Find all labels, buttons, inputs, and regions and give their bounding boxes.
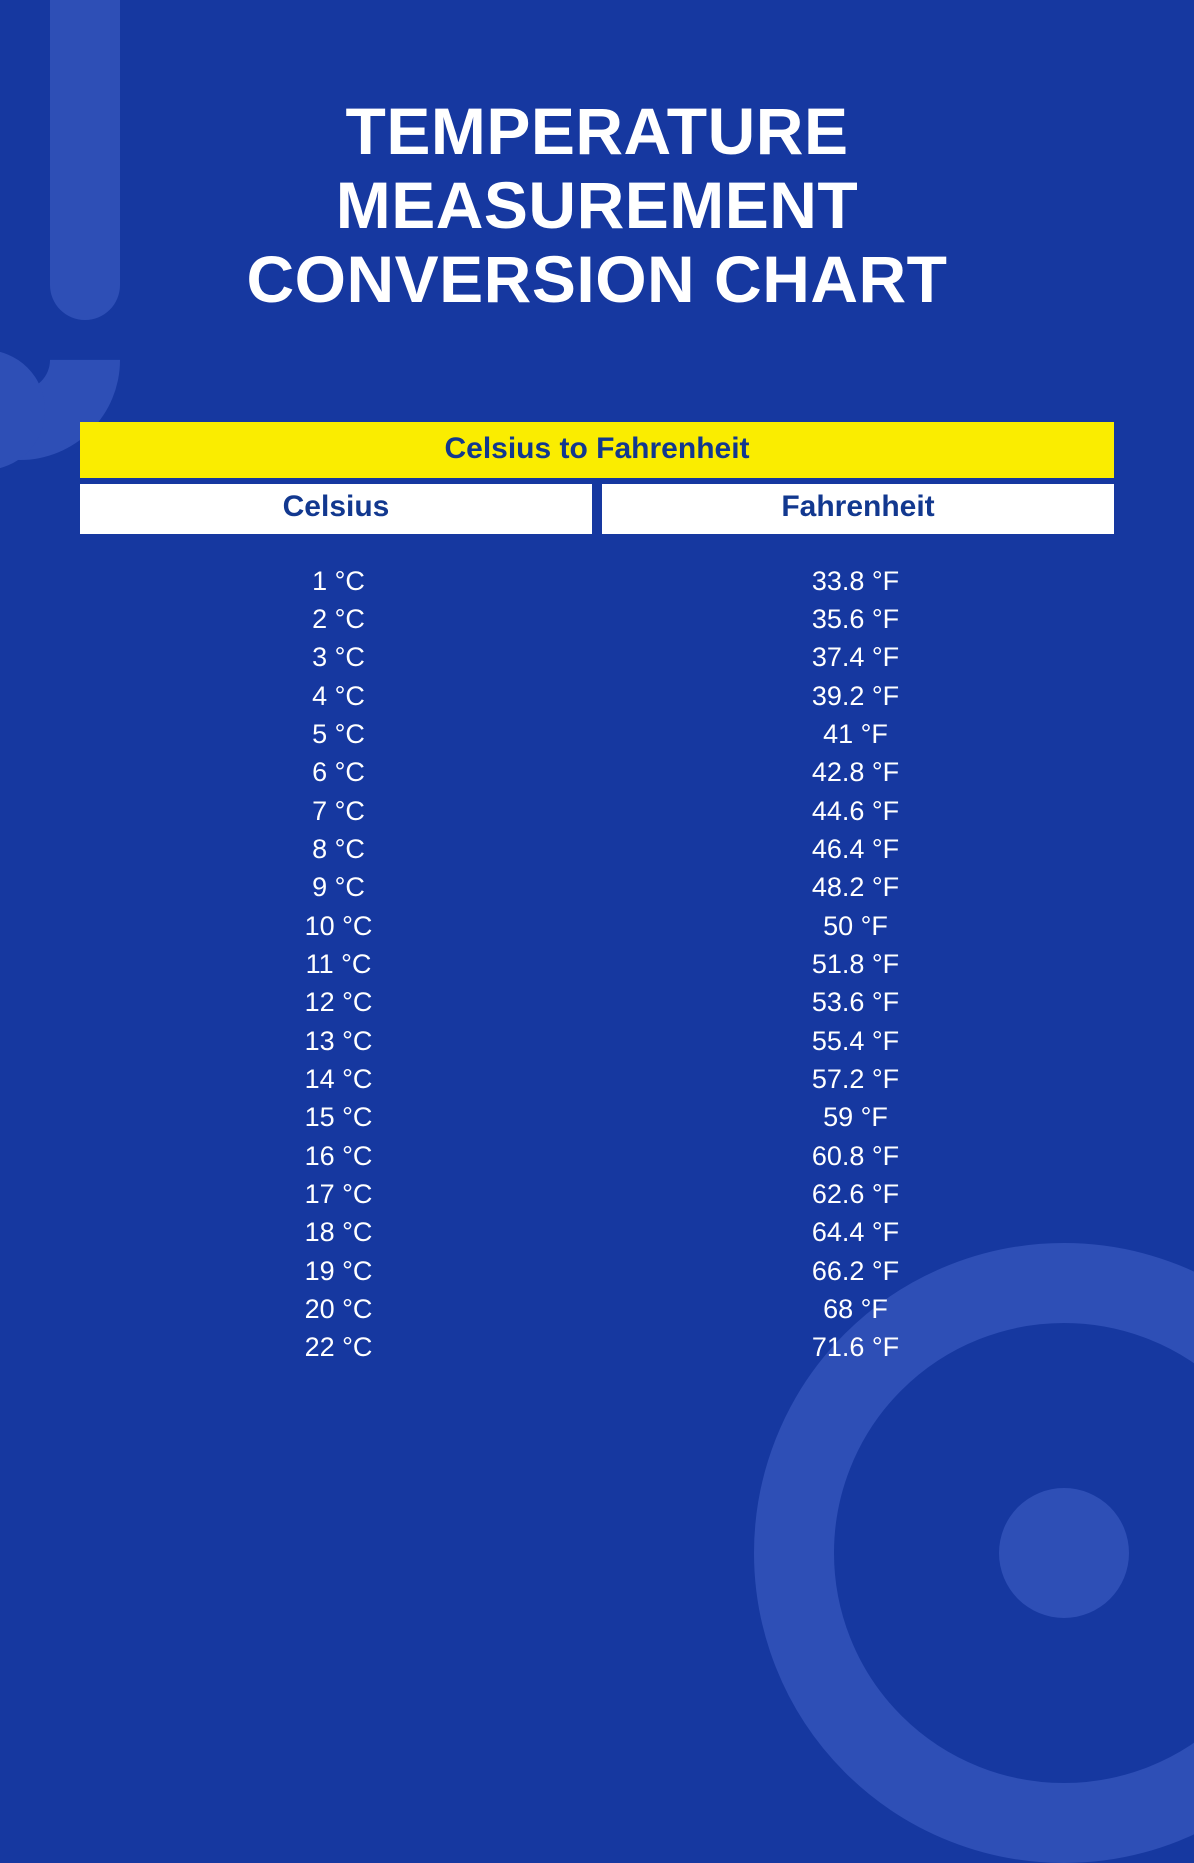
cell-celsius: 9 °C	[80, 868, 597, 906]
cell-fahrenheit: 60.8 °F	[597, 1137, 1114, 1175]
table-row: 13 °C55.4 °F	[80, 1022, 1114, 1060]
table-row: 16 °C60.8 °F	[80, 1137, 1114, 1175]
cell-celsius: 4 °C	[80, 677, 597, 715]
cell-fahrenheit: 51.8 °F	[597, 945, 1114, 983]
cell-fahrenheit: 44.6 °F	[597, 792, 1114, 830]
cell-celsius: 16 °C	[80, 1137, 597, 1175]
column-header-celsius: Celsius	[80, 484, 592, 534]
cell-fahrenheit: 57.2 °F	[597, 1060, 1114, 1098]
table-row: 11 °C51.8 °F	[80, 945, 1114, 983]
cell-fahrenheit: 41 °F	[597, 715, 1114, 753]
cell-fahrenheit: 33.8 °F	[597, 562, 1114, 600]
page-title-line1: TEMPERATURE MEASUREMENT	[336, 94, 859, 242]
table-row: 3 °C37.4 °F	[80, 638, 1114, 676]
cell-fahrenheit: 37.4 °F	[597, 638, 1114, 676]
cell-fahrenheit: 59 °F	[597, 1098, 1114, 1136]
table-row: 20 °C68 °F	[80, 1290, 1114, 1328]
table-row: 14 °C57.2 °F	[80, 1060, 1114, 1098]
cell-fahrenheit: 64.4 °F	[597, 1213, 1114, 1251]
table-row: 10 °C50 °F	[80, 907, 1114, 945]
cell-fahrenheit: 39.2 °F	[597, 677, 1114, 715]
cell-fahrenheit: 62.6 °F	[597, 1175, 1114, 1213]
cell-fahrenheit: 46.4 °F	[597, 830, 1114, 868]
cell-fahrenheit: 55.4 °F	[597, 1022, 1114, 1060]
cell-fahrenheit: 53.6 °F	[597, 983, 1114, 1021]
cell-celsius: 20 °C	[80, 1290, 597, 1328]
table-row: 18 °C64.4 °F	[80, 1213, 1114, 1251]
cell-celsius: 14 °C	[80, 1060, 597, 1098]
page-title-line2: CONVERSION CHART	[246, 242, 947, 316]
cell-fahrenheit: 48.2 °F	[597, 868, 1114, 906]
cell-celsius: 18 °C	[80, 1213, 597, 1251]
table-row: 2 °C35.6 °F	[80, 600, 1114, 638]
table-row: 6 °C42.8 °F	[80, 753, 1114, 791]
cell-fahrenheit: 68 °F	[597, 1290, 1114, 1328]
page-title: TEMPERATURE MEASUREMENT CONVERSION CHART	[80, 95, 1114, 317]
cell-celsius: 1 °C	[80, 562, 597, 600]
table-row: 12 °C53.6 °F	[80, 983, 1114, 1021]
cell-fahrenheit: 50 °F	[597, 907, 1114, 945]
table-row: 4 °C39.2 °F	[80, 677, 1114, 715]
table-header: Celsius Fahrenheit	[80, 484, 1114, 534]
cell-celsius: 2 °C	[80, 600, 597, 638]
table-row: 1 °C33.8 °F	[80, 562, 1114, 600]
cell-fahrenheit: 71.6 °F	[597, 1328, 1114, 1366]
table-row: 7 °C44.6 °F	[80, 792, 1114, 830]
cell-celsius: 5 °C	[80, 715, 597, 753]
cell-fahrenheit: 35.6 °F	[597, 600, 1114, 638]
table-row: 15 °C59 °F	[80, 1098, 1114, 1136]
cell-celsius: 22 °C	[80, 1328, 597, 1366]
table-title: Celsius to Fahrenheit	[80, 422, 1114, 484]
table-row: 19 °C66.2 °F	[80, 1252, 1114, 1290]
table-row: 8 °C46.4 °F	[80, 830, 1114, 868]
cell-celsius: 7 °C	[80, 792, 597, 830]
cell-fahrenheit: 42.8 °F	[597, 753, 1114, 791]
cell-celsius: 11 °C	[80, 945, 597, 983]
cell-celsius: 17 °C	[80, 1175, 597, 1213]
cell-celsius: 10 °C	[80, 907, 597, 945]
column-header-fahrenheit: Fahrenheit	[602, 484, 1114, 534]
table-body: 1 °C33.8 °F2 °C35.6 °F3 °C37.4 °F4 °C39.…	[80, 534, 1114, 1367]
cell-celsius: 12 °C	[80, 983, 597, 1021]
cell-celsius: 15 °C	[80, 1098, 597, 1136]
table-row: 17 °C62.6 °F	[80, 1175, 1114, 1213]
cell-celsius: 19 °C	[80, 1252, 597, 1290]
cell-celsius: 8 °C	[80, 830, 597, 868]
cell-celsius: 6 °C	[80, 753, 597, 791]
cell-fahrenheit: 66.2 °F	[597, 1252, 1114, 1290]
table-row: 5 °C41 °F	[80, 715, 1114, 753]
table-row: 22 °C71.6 °F	[80, 1328, 1114, 1366]
cell-celsius: 3 °C	[80, 638, 597, 676]
table-row: 9 °C48.2 °F	[80, 868, 1114, 906]
conversion-table: Celsius to Fahrenheit Celsius Fahrenheit…	[80, 422, 1114, 1367]
cell-celsius: 13 °C	[80, 1022, 597, 1060]
